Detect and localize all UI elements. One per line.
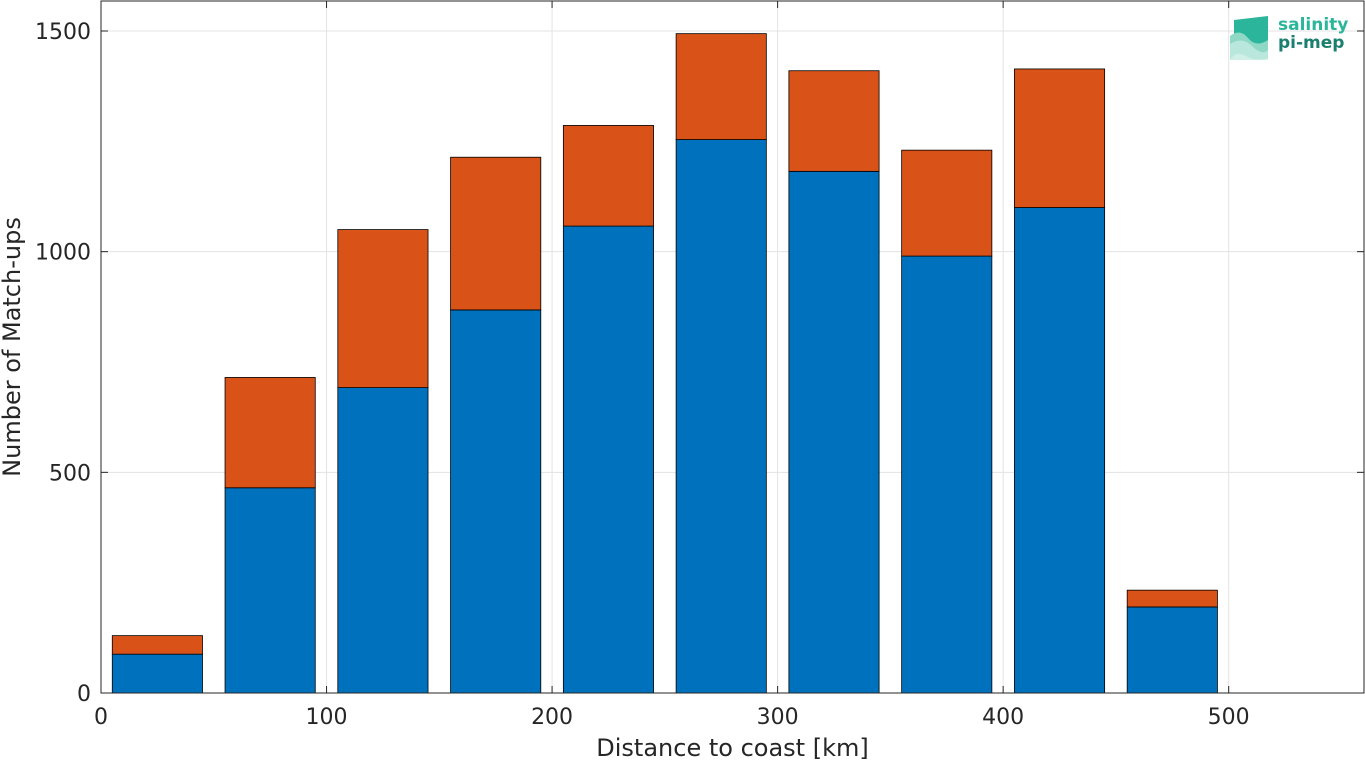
bar-series-2 [562, 125, 654, 227]
logo-line-1: salinity [1278, 15, 1349, 35]
ticks: 0 100 200 300 400 500 0 500 1000 1500 [35, 1, 1364, 730]
bar-series-2 [111, 635, 203, 655]
salinity-pi-mep-logo: salinity pi-mep [1228, 14, 1358, 64]
bar-series-2 [1014, 68, 1106, 208]
bar-series-1 [675, 139, 767, 694]
bars [111, 33, 1218, 694]
x-tick-label: 0 [94, 705, 108, 730]
bar-series-1 [450, 309, 542, 694]
bar-series-1 [901, 255, 993, 694]
y-tick-label: 1500 [35, 20, 91, 45]
bar-series-2 [450, 156, 542, 311]
y-tick-label: 500 [49, 461, 91, 486]
bar-series-1 [337, 387, 429, 694]
bar-series-2 [224, 377, 316, 489]
x-axis-title: Distance to coast [km] [596, 734, 868, 761]
bar-series-2 [788, 70, 880, 172]
x-tick-label: 100 [306, 705, 348, 730]
x-tick-label: 300 [757, 705, 799, 730]
x-tick-label: 200 [531, 705, 573, 730]
bar-series-2 [675, 33, 767, 140]
x-tick-label: 400 [982, 705, 1024, 730]
y-axis-title: Number of Match-ups [0, 217, 26, 477]
bar-series-1 [788, 170, 880, 694]
logo-line-2: pi-mep [1278, 33, 1345, 53]
bar-series-1 [1014, 207, 1106, 694]
bar-series-2 [1126, 589, 1218, 608]
y-tick-label: 0 [77, 682, 91, 707]
wave-logo-icon [1230, 16, 1268, 60]
bar-series-2 [901, 149, 993, 257]
bar-series-1 [1126, 606, 1218, 694]
y-tick-label: 1000 [35, 241, 91, 266]
bar-series-1 [111, 653, 203, 694]
x-tick-label: 500 [1208, 705, 1250, 730]
bar-series-1 [224, 487, 316, 694]
bar-series-2 [337, 229, 429, 388]
plot-frame [100, 0, 1365, 694]
bar-series-1 [562, 225, 654, 694]
